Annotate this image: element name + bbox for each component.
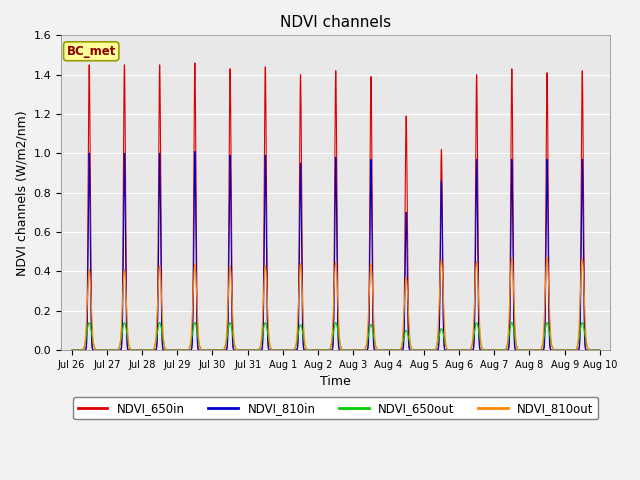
NDVI_810out xyxy=(84,273,92,279)
Line: NDVI_810out: NDVI_810out xyxy=(72,258,600,350)
Title: NDVI channels: NDVI channels xyxy=(280,15,391,30)
NDVI_650in xyxy=(596,348,604,353)
NDVI_650in xyxy=(195,347,202,352)
Legend: NDVI_650in, NDVI_810in, NDVI_650out, NDVI_810out: NDVI_650in, NDVI_810in, NDVI_650out, NDV… xyxy=(73,397,598,420)
NDVI_650out xyxy=(184,347,191,353)
X-axis label: Time: Time xyxy=(321,375,351,388)
NDVI_650out xyxy=(525,348,533,353)
NDVI_650out xyxy=(85,320,93,325)
NDVI_650out xyxy=(68,348,76,353)
NDVI_810in xyxy=(184,348,191,353)
NDVI_650in xyxy=(125,348,133,353)
NDVI_810out xyxy=(195,331,202,337)
NDVI_650out xyxy=(84,321,92,327)
NDVI_810in xyxy=(195,347,202,353)
NDVI_810out xyxy=(184,347,191,353)
NDVI_810out xyxy=(125,343,133,349)
NDVI_810in xyxy=(84,205,92,211)
NDVI_650in xyxy=(84,132,92,138)
NDVI_650in xyxy=(184,348,191,353)
Line: NDVI_650in: NDVI_650in xyxy=(72,63,600,350)
NDVI_810out xyxy=(596,348,604,353)
NDVI_650in xyxy=(347,348,355,353)
NDVI_810out xyxy=(347,348,355,353)
NDVI_810out xyxy=(68,348,76,353)
Y-axis label: NDVI channels (W/m2/nm): NDVI channels (W/m2/nm) xyxy=(15,110,28,276)
NDVI_810in xyxy=(596,348,604,353)
Line: NDVI_810in: NDVI_810in xyxy=(72,152,600,350)
NDVI_650out xyxy=(596,348,604,353)
NDVI_650out xyxy=(125,343,133,349)
NDVI_650out xyxy=(195,338,202,344)
NDVI_650in xyxy=(525,348,533,353)
NDVI_810in xyxy=(125,348,133,353)
NDVI_810in xyxy=(347,348,355,353)
NDVI_650out xyxy=(347,348,355,353)
Text: BC_met: BC_met xyxy=(67,45,116,58)
NDVI_810out xyxy=(525,348,533,353)
NDVI_650in xyxy=(68,348,76,353)
NDVI_810in xyxy=(68,348,76,353)
NDVI_810in xyxy=(525,348,533,353)
NDVI_650in xyxy=(191,60,198,66)
NDVI_810in xyxy=(191,149,198,155)
NDVI_810out xyxy=(579,255,586,261)
Line: NDVI_650out: NDVI_650out xyxy=(72,323,600,350)
